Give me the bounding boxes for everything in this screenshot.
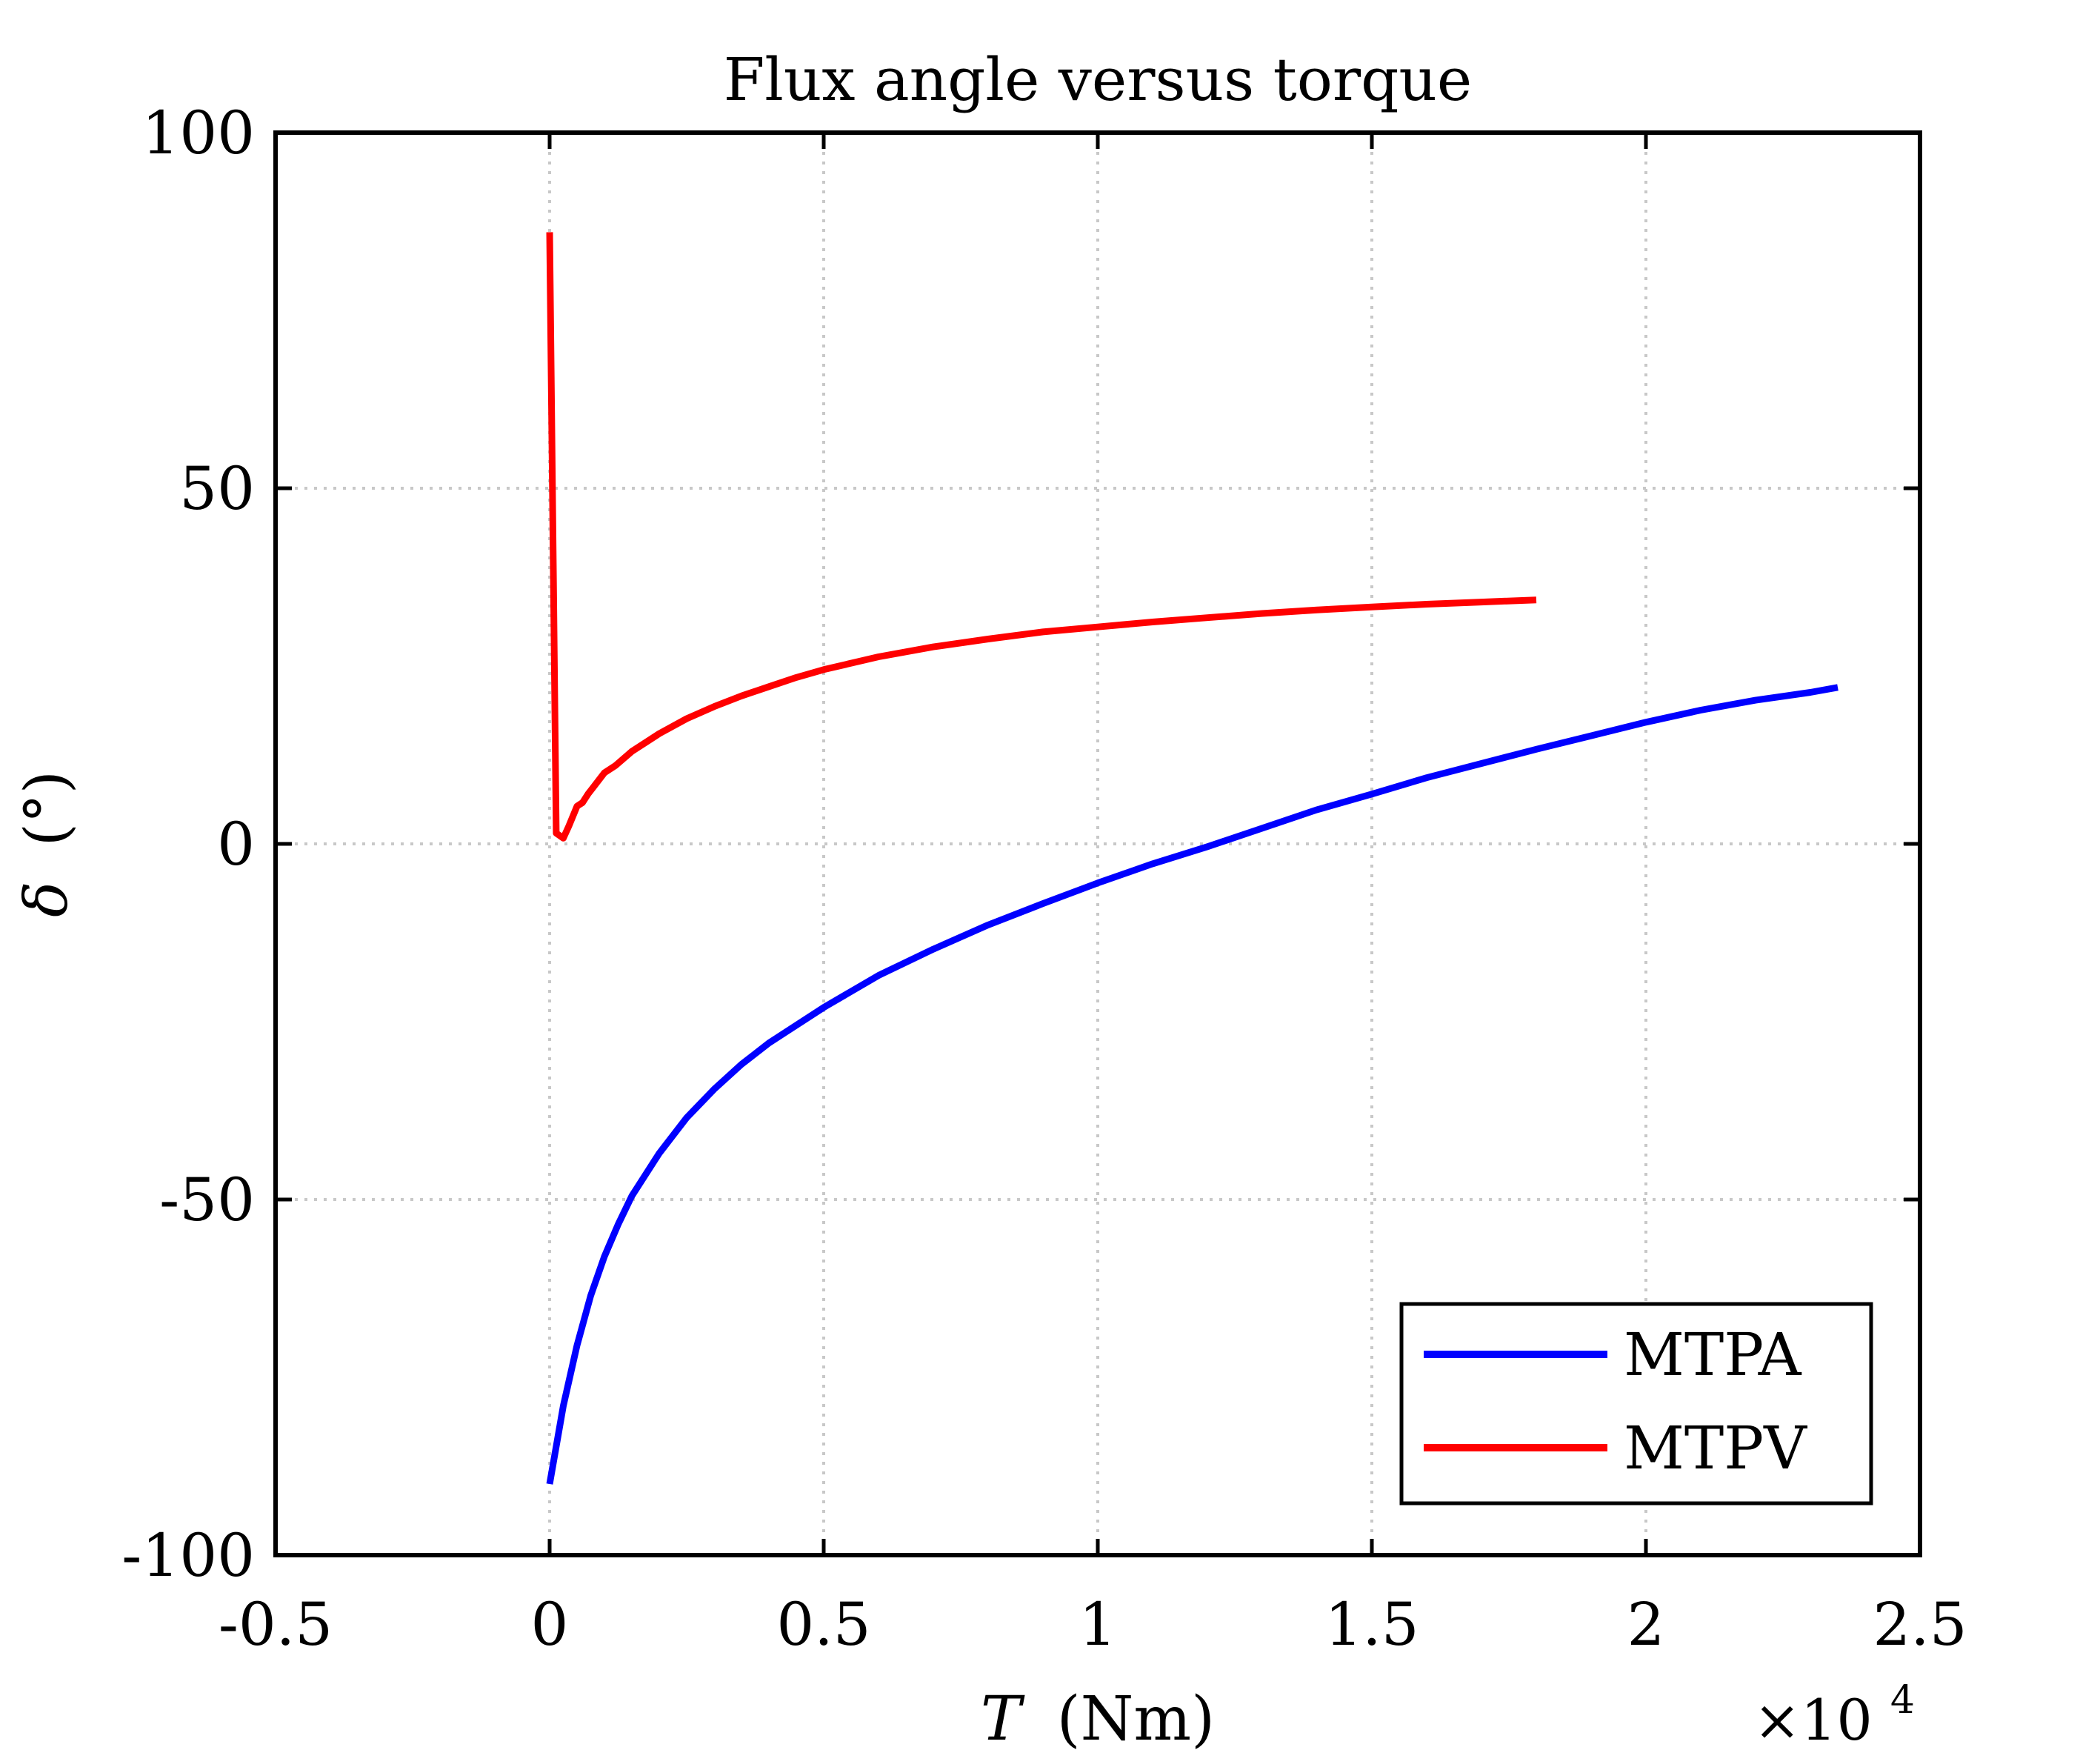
x-axis-label: T (Nm): [981, 1684, 1215, 1750]
x-tick-label: 2.5: [1873, 1590, 1967, 1659]
y-tick-label: -50: [159, 1165, 255, 1234]
legend-label-mtpa: MTPA: [1624, 1320, 1802, 1389]
legend-box: [1399, 1302, 1873, 1506]
x-exponent-base: ×10: [1753, 1687, 1872, 1750]
y-axis-variable: δ: [12, 882, 81, 917]
x-tick-label: 2: [1627, 1590, 1665, 1659]
y-tick-labels: -100 -50 0 50 100: [121, 99, 255, 1590]
legend-label-mtpv: MTPV: [1624, 1414, 1807, 1483]
x-axis-variable: T: [981, 1684, 1025, 1750]
chart-title: Flux angle versus torque: [724, 45, 1472, 114]
y-tick-label: 100: [141, 99, 255, 167]
series-layer: [546, 232, 1839, 1485]
x-tick-label: -0.5: [219, 1590, 333, 1659]
x-tick-label: 0: [531, 1590, 569, 1659]
x-tick-label: 0.5: [776, 1590, 870, 1659]
x-tick-labels: -0.5 0 0.5 1 1.5 2 2.5: [219, 1590, 1967, 1659]
series-line-mtpa: [546, 684, 1839, 1485]
y-tick-label: -100: [121, 1521, 255, 1590]
legend: MTPA MTPV: [1399, 1302, 1873, 1506]
y-tick-label: 50: [179, 454, 255, 523]
y-axis-label: δ (°): [12, 771, 81, 917]
axis-ticks: [273, 130, 1922, 1557]
x-tick-label: 1.5: [1324, 1590, 1419, 1659]
x-axis-unit: (Nm): [1057, 1684, 1216, 1750]
series-line-mtpv: [546, 232, 1537, 842]
y-axis-unit: (°): [12, 771, 81, 846]
x-axis-exponent: ×10 4: [1753, 1678, 1915, 1750]
x-exponent-power: 4: [1890, 1678, 1915, 1723]
y-tick-label: 0: [217, 810, 255, 879]
x-tick-label: 1: [1079, 1590, 1117, 1659]
